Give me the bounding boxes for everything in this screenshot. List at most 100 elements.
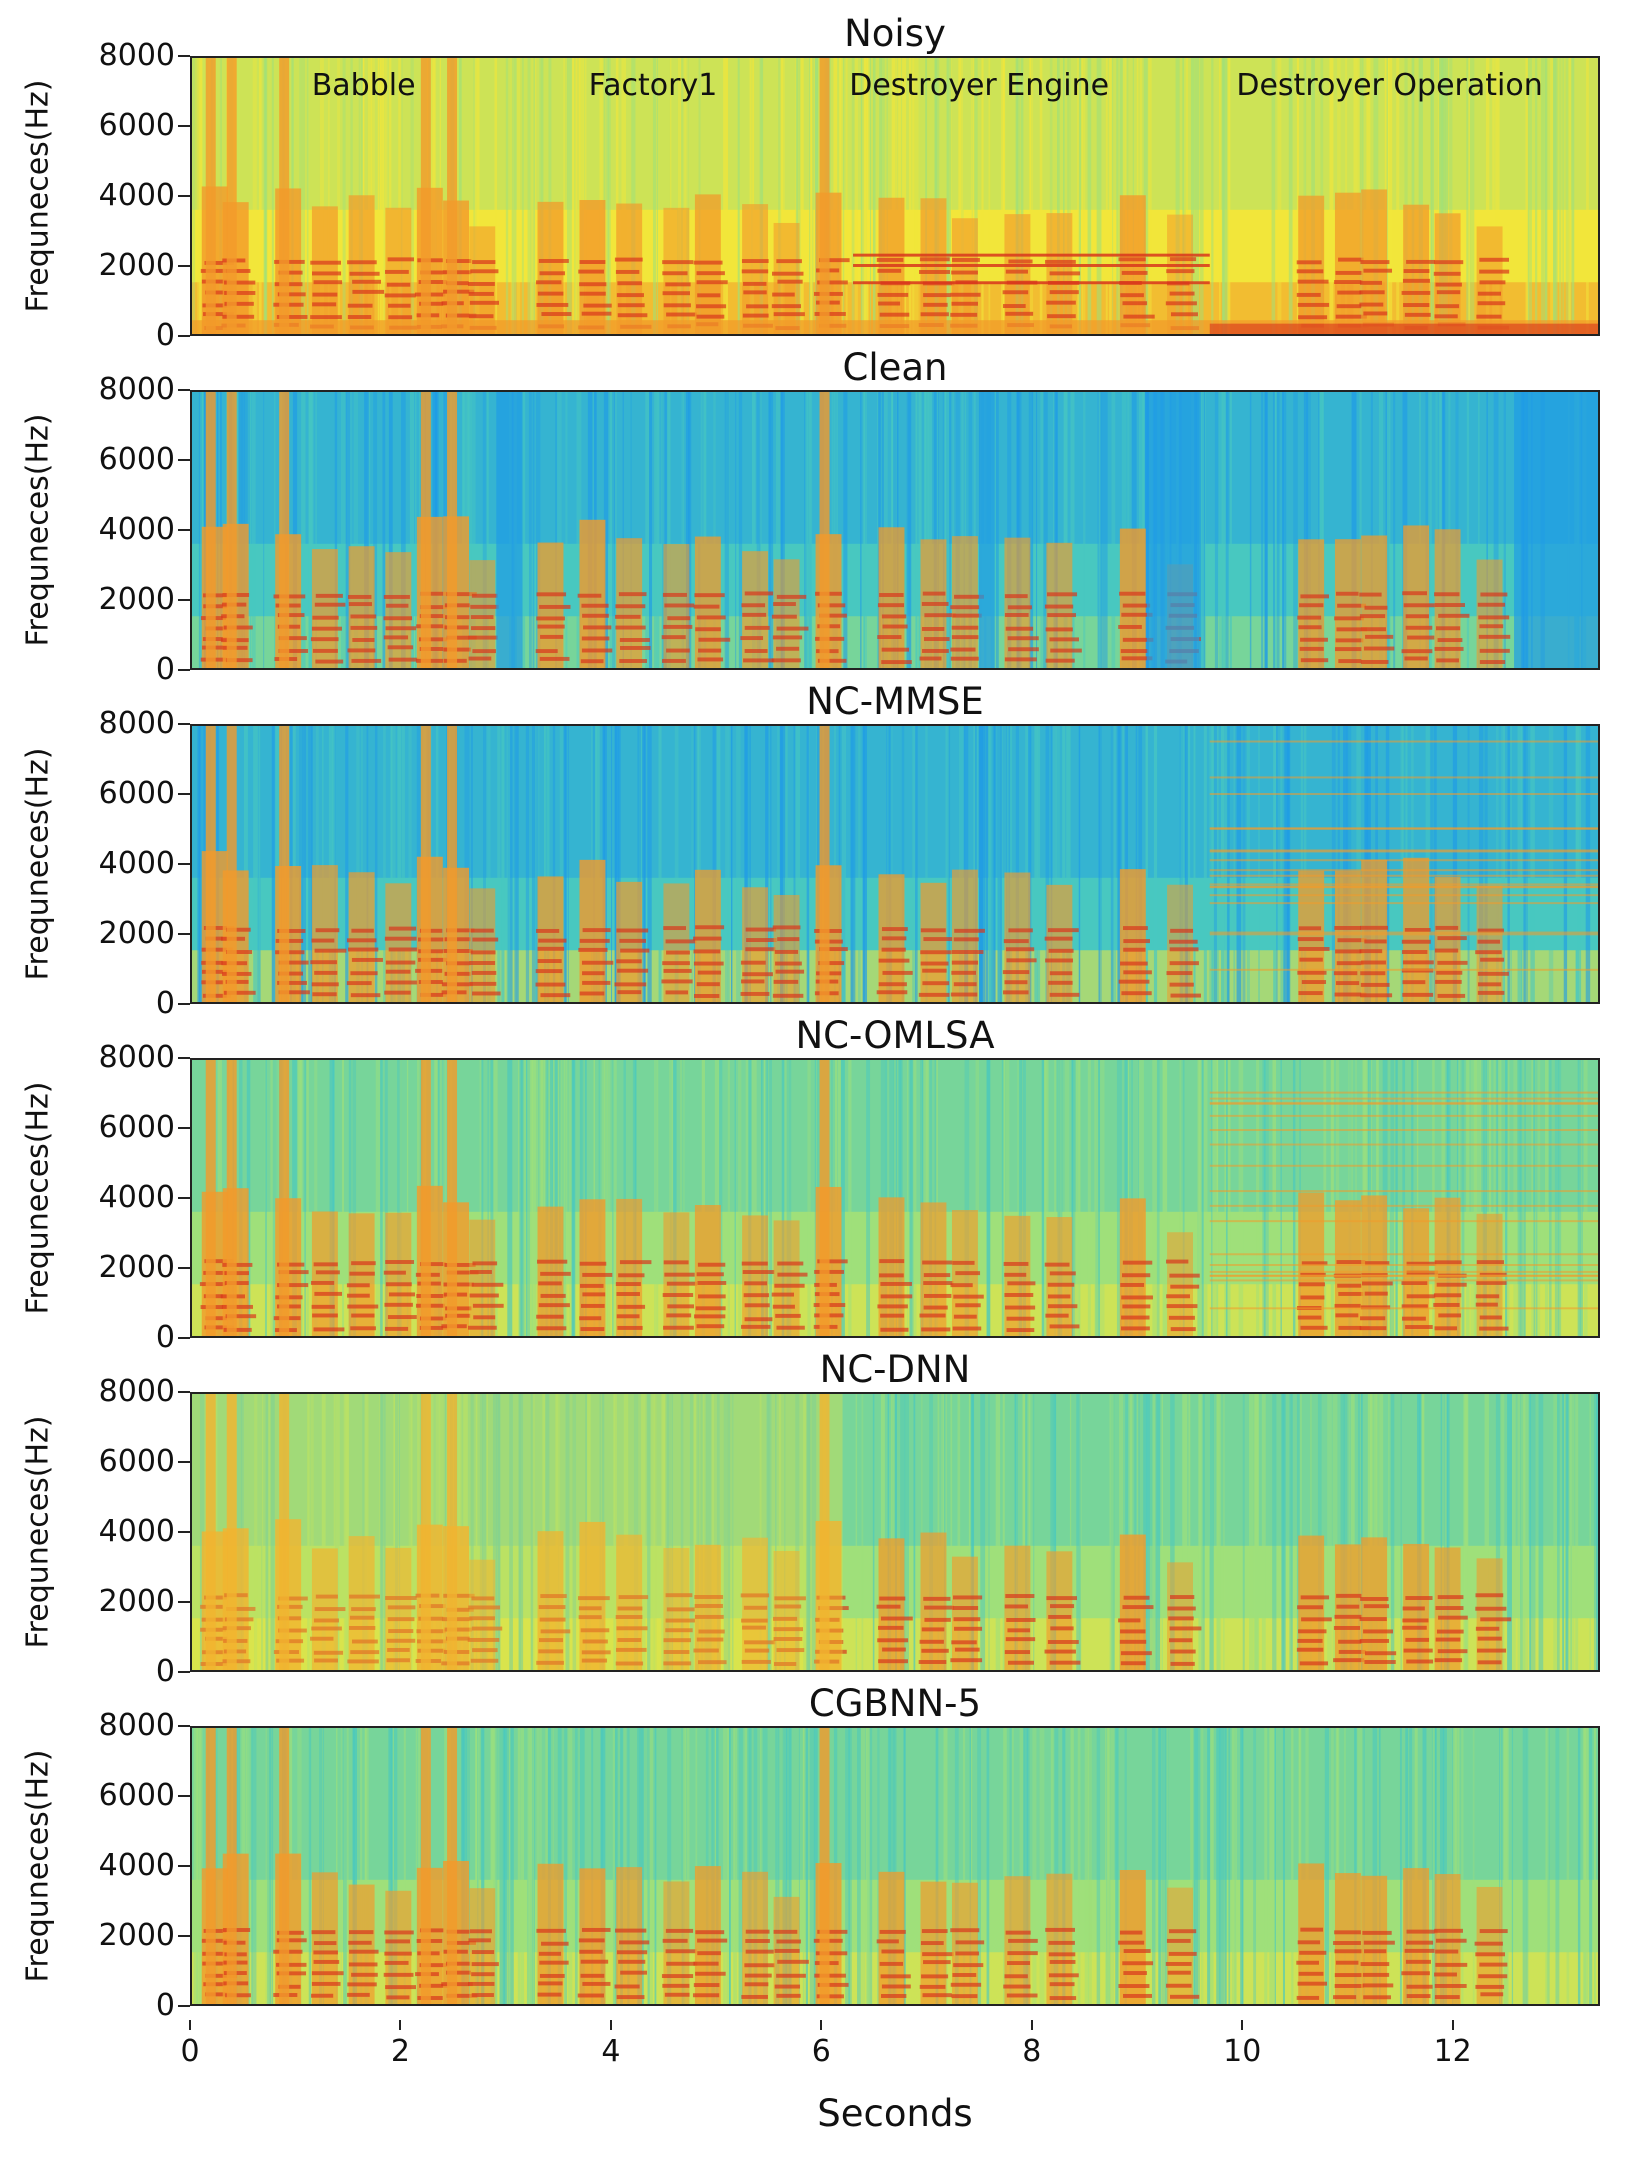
harmonic-stripe — [743, 658, 775, 663]
harmonic-stripe — [468, 1938, 491, 1943]
harmonic-stripe — [1475, 1593, 1504, 1598]
texture-streak — [1550, 58, 1555, 334]
harmonic-stripe — [923, 937, 953, 942]
harmonic-stripe — [443, 1282, 474, 1287]
harmonic-stripe — [1123, 1595, 1150, 1600]
harmonic-stripe — [278, 971, 303, 976]
y-tick-mark — [178, 1601, 190, 1603]
harmonic-stripe — [1479, 280, 1506, 285]
texture-streak — [731, 726, 733, 1002]
harmonic-stripe — [1297, 1638, 1323, 1643]
harmonic-stripe — [1437, 1595, 1464, 1600]
harmonic-stripe — [470, 615, 494, 620]
harmonic-stripe — [1047, 928, 1079, 933]
x-tick-mark — [1030, 2020, 1033, 2030]
harmonic-stripe — [384, 936, 417, 941]
speech-formant — [1361, 1537, 1388, 1670]
harmonic-stripe — [743, 1605, 768, 1610]
harmonic-stripe — [1434, 1658, 1463, 1663]
texture-streak — [784, 1394, 786, 1670]
texture-streak — [683, 392, 685, 668]
texture-streak — [1272, 1060, 1277, 1336]
harmonic-stripe — [1048, 948, 1074, 953]
harmonic-stripe — [1005, 1930, 1031, 1935]
y-tick-mark — [178, 2005, 190, 2007]
harmonic-stripe — [952, 257, 980, 262]
y-tick-mark — [178, 1531, 190, 1533]
harmonic-stripe — [470, 928, 494, 933]
harmonic-stripe — [471, 626, 496, 631]
spectrogram-plot — [190, 724, 1600, 1004]
harmonic-stripe — [386, 603, 409, 608]
texture-streak — [1428, 392, 1432, 668]
harmonic-stripe — [815, 636, 845, 641]
texture-streak — [1373, 1394, 1377, 1670]
texture-streak — [1005, 1060, 1010, 1336]
harmonic-stripe — [1475, 950, 1502, 955]
harmonic-stripe — [922, 1952, 954, 1957]
residual-noise-line — [1209, 827, 1598, 830]
harmonic-stripe — [741, 603, 766, 608]
texture-streak — [1442, 1728, 1447, 2004]
texture-streak — [969, 1728, 972, 2004]
texture-streak — [933, 392, 939, 668]
harmonic-stripe — [1167, 1970, 1191, 1975]
harmonic-stripe — [1438, 1615, 1468, 1620]
texture-streak — [1340, 1394, 1345, 1670]
texture-streak — [860, 1728, 866, 2004]
texture-streak — [557, 1060, 562, 1336]
texture-streak — [1129, 1394, 1133, 1670]
texture-streak — [623, 1060, 626, 1336]
harmonic-stripe — [1337, 603, 1367, 608]
harmonic-stripe — [879, 1961, 904, 1966]
harmonic-stripe — [1168, 1929, 1197, 1934]
harmonic-stripe — [923, 302, 948, 307]
speech-formant — [1298, 1535, 1325, 1670]
harmonic-stripe — [1170, 312, 1198, 317]
speech-formant — [348, 872, 375, 1002]
harmonic-stripe — [443, 647, 471, 652]
texture-streak — [539, 1060, 542, 1336]
harmonic-stripe — [315, 1270, 340, 1275]
harmonic-stripe — [740, 960, 766, 965]
harmonic-stripe — [388, 315, 413, 320]
texture-streak — [1300, 726, 1303, 1002]
harmonic-stripe — [274, 259, 305, 264]
texture-streak — [521, 392, 526, 668]
harmonic-stripe — [1300, 637, 1328, 642]
harmonic-stripe — [418, 937, 446, 942]
harmonic-stripe — [881, 936, 907, 941]
texture-streak — [975, 726, 977, 1002]
texture-streak — [863, 392, 867, 668]
texture-streak — [265, 1060, 267, 1336]
texture-streak — [1485, 58, 1490, 334]
texture-streak — [765, 1060, 769, 1336]
harmonic-stripe — [1334, 1984, 1364, 1988]
harmonic-stripe — [446, 1970, 471, 1975]
texture-streak — [848, 1728, 852, 2004]
texture-streak — [1043, 392, 1048, 668]
texture-streak — [545, 1060, 549, 1336]
texture-streak — [866, 1060, 871, 1336]
texture-streak — [1018, 1060, 1023, 1336]
harmonic-stripe — [815, 1649, 847, 1654]
fricative-burst — [447, 1060, 458, 1336]
texture-streak — [1323, 1060, 1327, 1336]
harmonic-stripe — [1123, 1993, 1152, 1998]
harmonic-stripe — [1335, 638, 1364, 643]
texture-streak — [936, 1060, 938, 1336]
texture-streak — [253, 726, 259, 1002]
harmonic-stripe — [743, 1293, 770, 1298]
residual-noise-line — [1209, 1190, 1598, 1193]
harmonic-stripe — [1170, 1284, 1200, 1289]
harmonic-stripe — [1435, 1606, 1464, 1610]
harmonic-stripe — [443, 949, 473, 953]
harmonic-stripe — [744, 1281, 768, 1286]
speech-formant — [951, 1556, 978, 1670]
harmonic-stripe — [664, 1992, 690, 1997]
texture-streak — [1503, 392, 1506, 668]
texture-streak — [1186, 726, 1191, 1002]
harmonic-stripe — [1475, 1952, 1506, 1957]
harmonic-stripe — [616, 1292, 640, 1296]
harmonic-stripe — [1006, 1328, 1035, 1333]
